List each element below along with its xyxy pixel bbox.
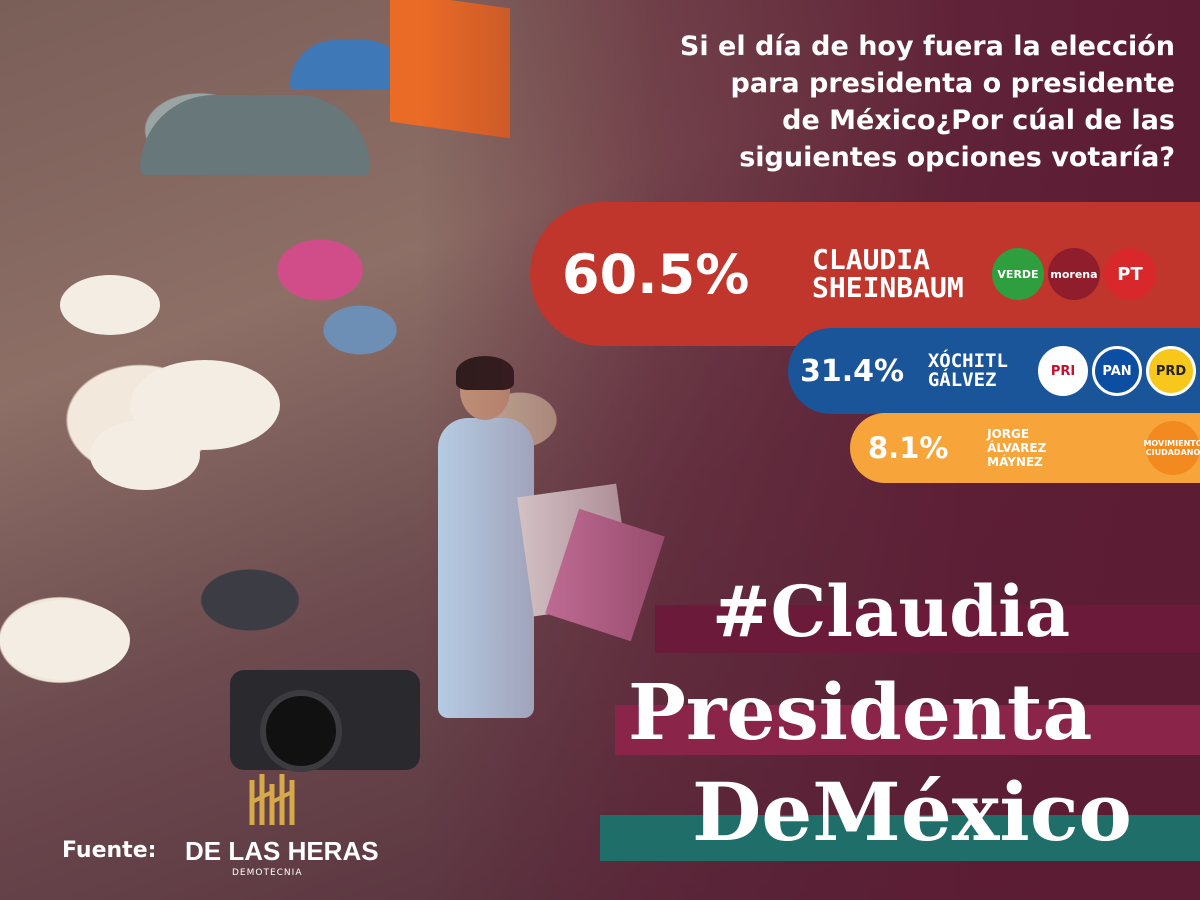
party-logos: VERDE morena PT [992, 248, 1160, 300]
candidate-name: Claudia Sheinbaum [812, 246, 992, 302]
de-las-heras-logo-icon [249, 774, 295, 825]
pri-logo-icon: PRI [1038, 346, 1088, 396]
result-percent: 31.4% [800, 353, 905, 389]
movimiento-ciudadano-logo-icon: MOVIMIENTO CIUDADANO [1143, 421, 1200, 475]
question-line: para presidenta o presidente [730, 68, 1175, 99]
question-line: Si el día de hoy fuera la elección [679, 31, 1175, 62]
morena-logo-icon: morena [1048, 248, 1100, 300]
candidate-name-line: Álvarez [987, 441, 1047, 455]
result-bar-sheinbaum: 60.5% Claudia Sheinbaum VERDE morena PT [530, 202, 1200, 346]
result-bar-galvez: 31.4% Xóchitl Gálvez PRI PAN PRD [788, 328, 1200, 414]
hashtag-band [615, 705, 1200, 755]
source-label: Fuente: [62, 838, 157, 863]
result-bar-maynez: 8.1% Jorge Álvarez Máynez MOVIMIENTO CIU… [850, 413, 1200, 483]
candidate-name-line: Xóchitl [927, 350, 1008, 372]
candidate-name: Jorge Álvarez Máynez [987, 427, 1146, 469]
question-line: siguientes opciones votaría? [739, 142, 1175, 173]
question-line: de México¿Por cúal de las [782, 105, 1175, 136]
candidate-name: Xóchitl Gálvez [928, 352, 1038, 390]
party-logos: MOVIMIENTO CIUDADANO [1143, 421, 1200, 475]
candidate-name-line: Máynez [987, 455, 1043, 469]
candidate-name-line: Claudia [812, 243, 931, 276]
hashtag-band [655, 605, 1200, 653]
source-brand-subtitle: DEMOTECNIA [232, 868, 303, 878]
source-brand: DE LAS HERAS [185, 836, 379, 866]
candidate-name-line: Jorge [987, 427, 1030, 441]
prd-logo-icon: PRD [1146, 346, 1196, 396]
result-percent: 8.1% [868, 431, 949, 465]
candidate-name-line: Gálvez [927, 369, 997, 391]
candidate-name-line: Sheinbaum [812, 271, 964, 304]
verde-logo-icon: VERDE [992, 248, 1044, 300]
poll-question: Si el día de hoy fuera la elección para … [575, 28, 1175, 176]
hashtag-band [600, 815, 1200, 861]
pt-logo-icon: PT [1104, 248, 1156, 300]
hashtag-line: Presidenta [628, 668, 1093, 758]
hashtag-line: DeMéxico [692, 765, 1132, 859]
party-logos: PRI PAN PRD [1038, 346, 1200, 396]
result-percent: 60.5% [562, 242, 750, 306]
pan-logo-icon: PAN [1092, 346, 1142, 396]
hashtag-line: #Claudia [712, 570, 1071, 653]
